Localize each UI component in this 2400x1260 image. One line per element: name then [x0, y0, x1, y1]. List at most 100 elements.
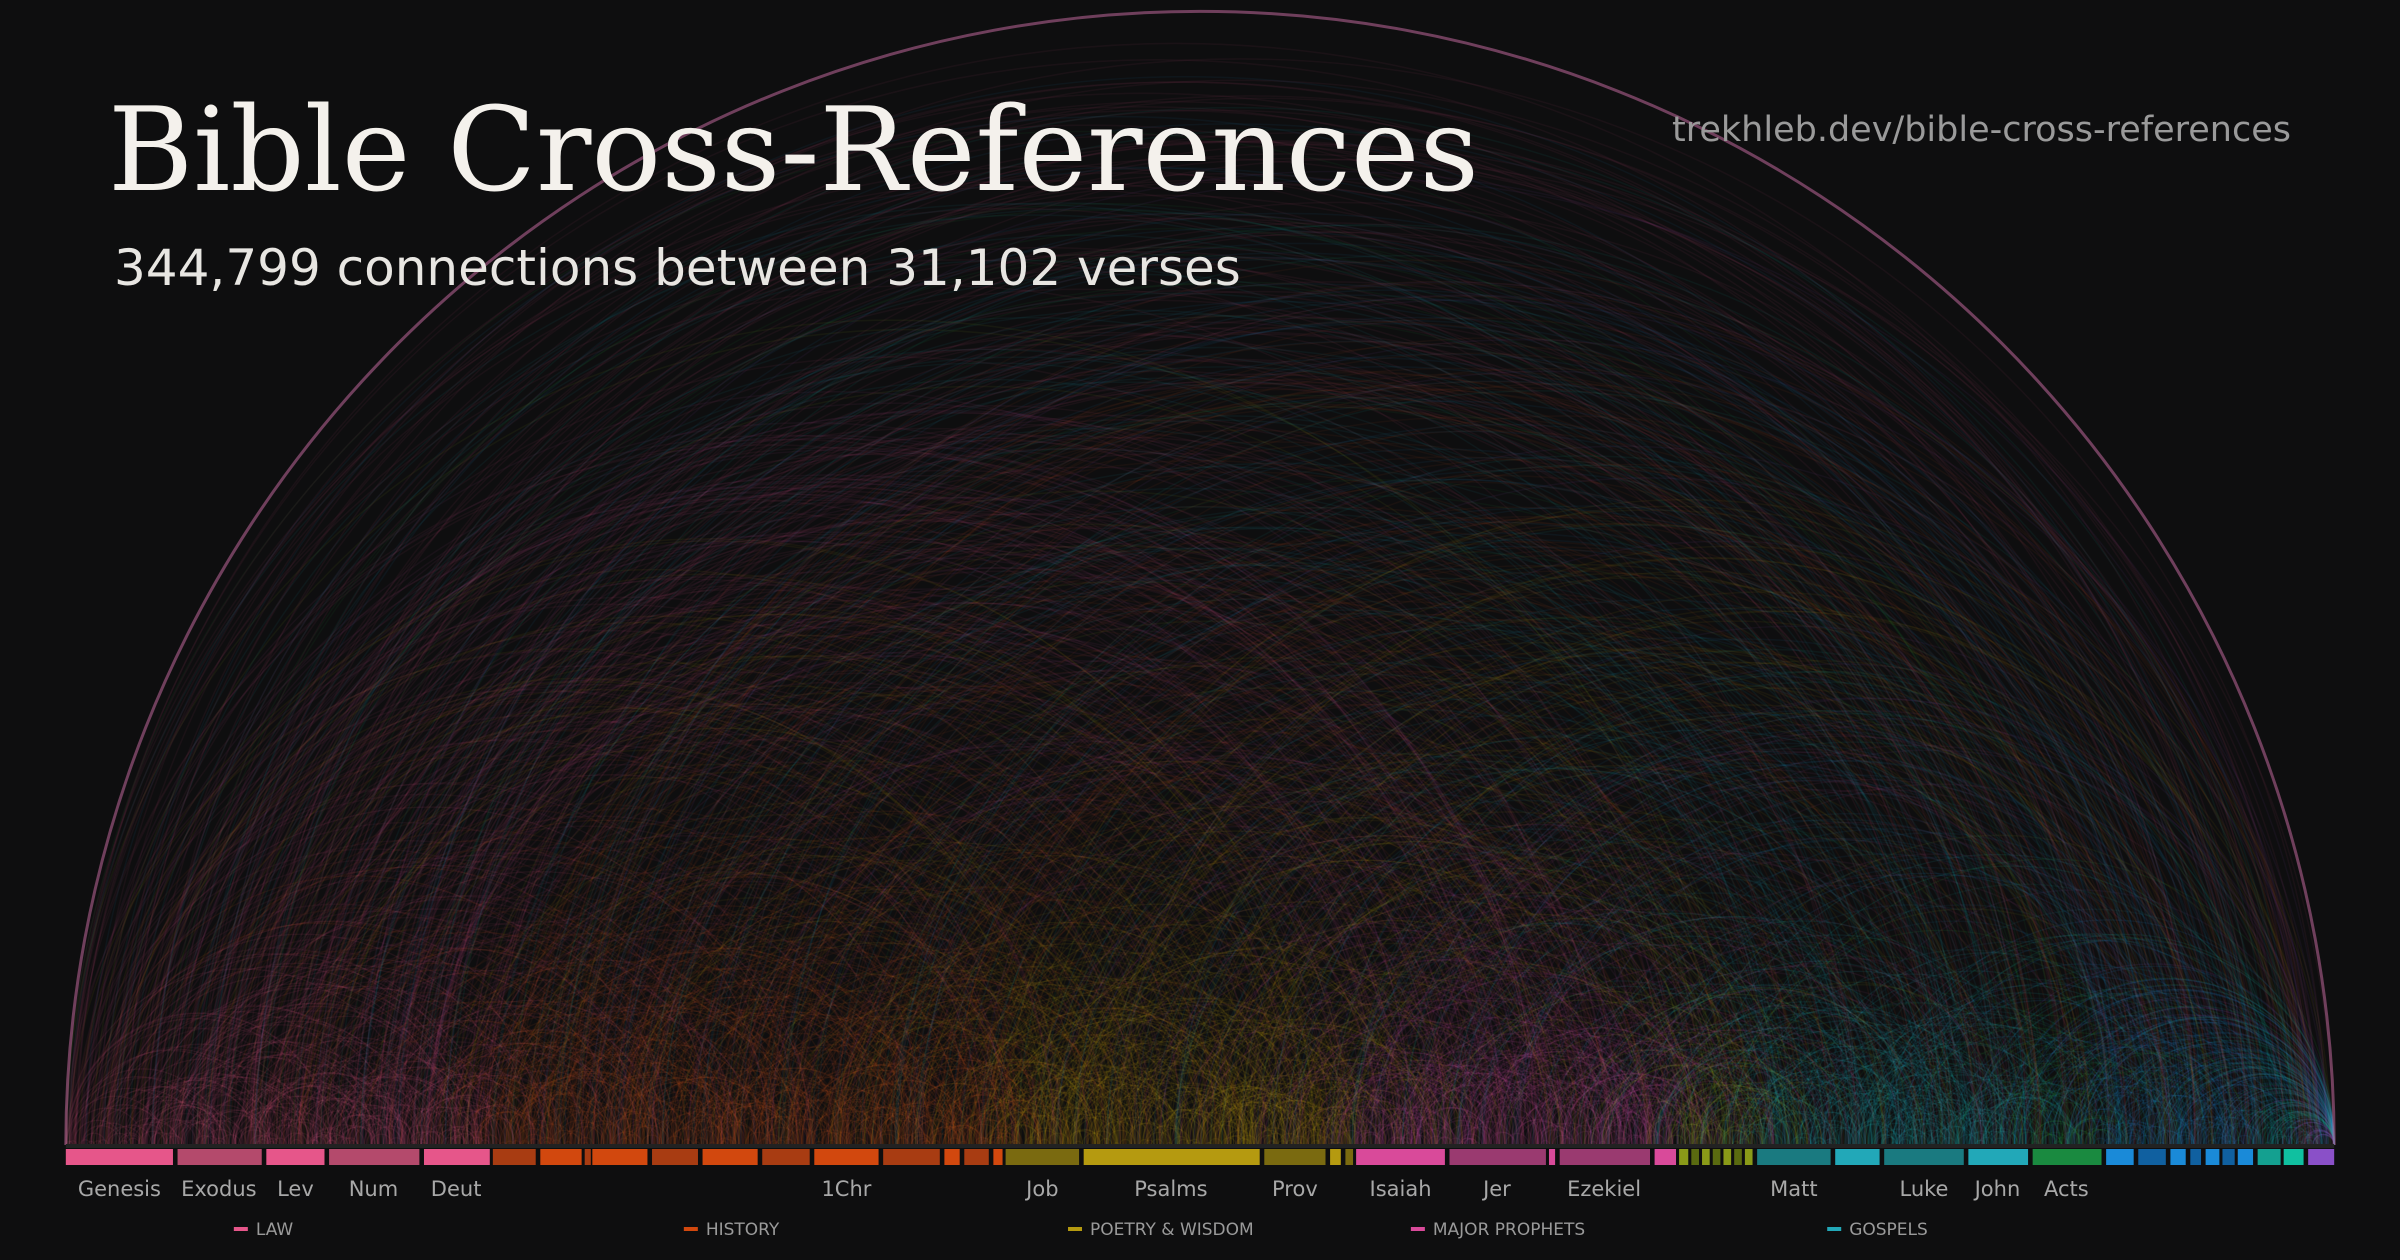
arc: [2248, 1102, 2335, 1146]
book-segment: [993, 1149, 1003, 1165]
arc: [335, 1052, 521, 1146]
arc: [731, 1112, 797, 1146]
arc: [123, 1117, 179, 1146]
arc: [1602, 1063, 1765, 1146]
arc: [839, 1066, 996, 1146]
arc: [69, 1107, 145, 1146]
book-segment: [1449, 1149, 1546, 1165]
arc: [808, 1107, 884, 1146]
arc: [65, 1095, 165, 1146]
arc: [1297, 1006, 1575, 1146]
arc: [641, 962, 1008, 1146]
arc: [932, 1101, 1020, 1146]
arc: [1992, 1137, 2008, 1146]
arc: [1700, 1093, 1805, 1146]
arc: [197, 1120, 247, 1146]
arc: [1257, 1134, 1279, 1146]
arc: [2041, 1131, 2069, 1146]
arc: [538, 1060, 709, 1146]
arc: [1043, 1042, 1248, 1146]
arc: [779, 1098, 873, 1146]
arc: [312, 1128, 346, 1146]
book-segment: [1559, 1149, 1650, 1165]
arc: [1633, 1104, 1715, 1146]
arc: [479, 1017, 736, 1146]
arc: [96, 922, 542, 1146]
legend-swatch: [1827, 1227, 1842, 1231]
arc: [1341, 999, 1632, 1146]
arc: [1212, 900, 1702, 1146]
arc: [552, 1111, 621, 1146]
arc: [1794, 1111, 1862, 1146]
arc: [2275, 1126, 2313, 1146]
arc: [1725, 929, 2157, 1146]
arc: [1858, 1041, 2067, 1146]
book-segment: [1330, 1149, 1341, 1165]
arc: [505, 1140, 515, 1146]
arc: [259, 1134, 282, 1146]
arc: [1013, 1114, 1075, 1146]
arc: [629, 1124, 671, 1146]
arc: [531, 1123, 575, 1146]
arc: [1506, 1021, 1753, 1146]
arc: [1676, 1047, 1873, 1146]
arc: [1217, 823, 1861, 1146]
arc: [1402, 1072, 1548, 1146]
arc: [1511, 1104, 1595, 1146]
arc: [1603, 1098, 1697, 1146]
arc: [141, 988, 457, 1146]
arc: [1087, 1094, 1188, 1146]
arc: [1504, 1133, 1530, 1146]
arc: [2000, 1095, 2102, 1146]
book-label: Luke: [1899, 1177, 1948, 1201]
arc: [1994, 1056, 2171, 1146]
arc: [1284, 1025, 1525, 1146]
arc: [201, 986, 521, 1146]
arc: [262, 1118, 316, 1146]
arc: [720, 1136, 738, 1146]
book-segment: [762, 1149, 810, 1165]
arc: [2196, 1076, 2335, 1146]
arc: [1226, 1093, 1330, 1146]
arc: [164, 1135, 185, 1146]
arc: [1243, 1092, 1350, 1146]
arc: [2118, 1132, 2144, 1146]
arc: [1537, 1122, 1583, 1146]
arc: [973, 1099, 1064, 1146]
arc: [519, 1139, 530, 1146]
arc: [450, 1123, 495, 1146]
book-label: Lev: [277, 1177, 314, 1201]
arc: [734, 1033, 959, 1146]
arc: [1145, 1131, 1173, 1146]
arc: [1030, 1107, 1108, 1146]
arc: [1699, 1070, 1849, 1146]
arc: [1564, 1053, 1748, 1146]
arc: [88, 1122, 134, 1146]
arc: [2129, 1138, 2143, 1146]
arc: [2268, 1111, 2335, 1146]
arc: [2144, 1049, 2335, 1146]
arc: [1608, 987, 1925, 1146]
arc: [1364, 1064, 1526, 1146]
book-label: Jer: [1481, 1177, 1511, 1201]
arc: [182, 1041, 391, 1146]
book-segment: [1345, 1149, 1354, 1165]
arc: [1647, 1040, 1857, 1146]
arc: [1415, 1128, 1449, 1146]
arc: [2212, 1084, 2335, 1146]
arc: [1891, 1074, 2034, 1146]
arc: [931, 1126, 970, 1146]
baseline: [65, 1144, 2335, 1148]
arc: [757, 1008, 1030, 1146]
arc: [2100, 1046, 2299, 1146]
arc: [1323, 1130, 1353, 1146]
arc: [171, 1051, 360, 1146]
arc: [841, 1106, 919, 1146]
book-segment: [177, 1149, 262, 1165]
arc: [2222, 1140, 2233, 1146]
arc: [1692, 1087, 1808, 1146]
arc: [753, 1076, 891, 1146]
book-segment: [2257, 1149, 2281, 1165]
book-segment: [1702, 1149, 1710, 1165]
arc: [2065, 1130, 2096, 1146]
